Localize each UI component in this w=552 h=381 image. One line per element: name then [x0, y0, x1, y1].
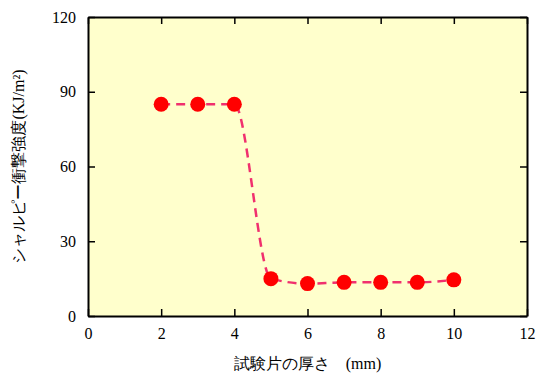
tick [520, 241, 527, 242]
tick-mark [520, 17, 527, 19]
y-axis-title: シャルピー衝撃強度(KJ/m²) [10, 69, 28, 263]
tick-label: 2 [158, 325, 166, 342]
marker [300, 276, 315, 291]
tick: 0 [68, 308, 95, 325]
tick-label: 10 [446, 325, 462, 342]
tick-label: 60 [60, 158, 76, 175]
tick: 30 [60, 233, 95, 250]
marker [410, 275, 425, 290]
tick [234, 17, 235, 24]
tick-mark [520, 241, 527, 243]
tick-label: 120 [52, 9, 76, 26]
tick: 120 [52, 9, 95, 26]
tick-mark [88, 316, 95, 318]
x-axis-title: 試験片の厚さ (mm) [234, 355, 382, 373]
tick-label: 30 [60, 233, 76, 250]
marker [154, 97, 169, 112]
tick-mark [454, 17, 456, 24]
tick: 90 [60, 83, 95, 100]
plot: 0246810120306090120 [52, 9, 536, 343]
tick-mark [234, 17, 236, 24]
tick [381, 17, 382, 24]
series [154, 97, 462, 291]
marker [337, 275, 352, 290]
tick [520, 92, 527, 93]
tick: 8 [377, 309, 385, 342]
tick-label: 12 [520, 325, 536, 342]
marker [263, 271, 278, 286]
tick-label: 0 [85, 325, 93, 342]
tick [308, 17, 309, 24]
tick-label: 6 [304, 325, 312, 342]
tick [520, 167, 527, 168]
tick: 2 [158, 309, 166, 342]
chart: 0246810120306090120試験片の厚さ (mm)シャルピー衝撃強度(… [0, 0, 552, 381]
marker [227, 97, 242, 112]
tick-mark [520, 316, 527, 318]
tick [454, 17, 455, 24]
tick: 6 [304, 309, 312, 342]
x-axis-top [89, 17, 528, 24]
tick [520, 17, 527, 18]
tick-mark [380, 17, 382, 24]
tick-label: 0 [68, 308, 76, 325]
tick-mark [454, 309, 456, 316]
tick: 4 [231, 309, 239, 342]
tick: 60 [60, 158, 95, 175]
tick-mark [161, 309, 163, 316]
marker [190, 97, 205, 112]
tick-mark [380, 309, 382, 316]
y-axis-right [520, 18, 528, 317]
tick-label: 90 [60, 83, 76, 100]
tick [161, 17, 162, 24]
tick-mark [88, 241, 95, 243]
x-axis: 0 2 4 6 8 10 12 [85, 309, 536, 342]
marker [446, 272, 461, 287]
tick-mark [234, 309, 236, 316]
tick-mark [520, 92, 527, 94]
line [161, 104, 454, 283]
tick-mark [88, 166, 95, 168]
tick: 10 [446, 309, 462, 342]
y-axis: 0 30 60 90 120 [52, 9, 95, 325]
tick-label: 8 [377, 325, 385, 342]
tick-mark [88, 17, 95, 19]
tick-mark [88, 92, 95, 94]
tick [520, 316, 527, 317]
tick-label: 4 [231, 325, 239, 342]
tick-mark [307, 309, 309, 316]
marker [373, 275, 388, 290]
plot-background [88, 17, 527, 316]
tick-mark [307, 17, 309, 24]
tick-mark [161, 17, 163, 24]
tick-mark [520, 166, 527, 168]
